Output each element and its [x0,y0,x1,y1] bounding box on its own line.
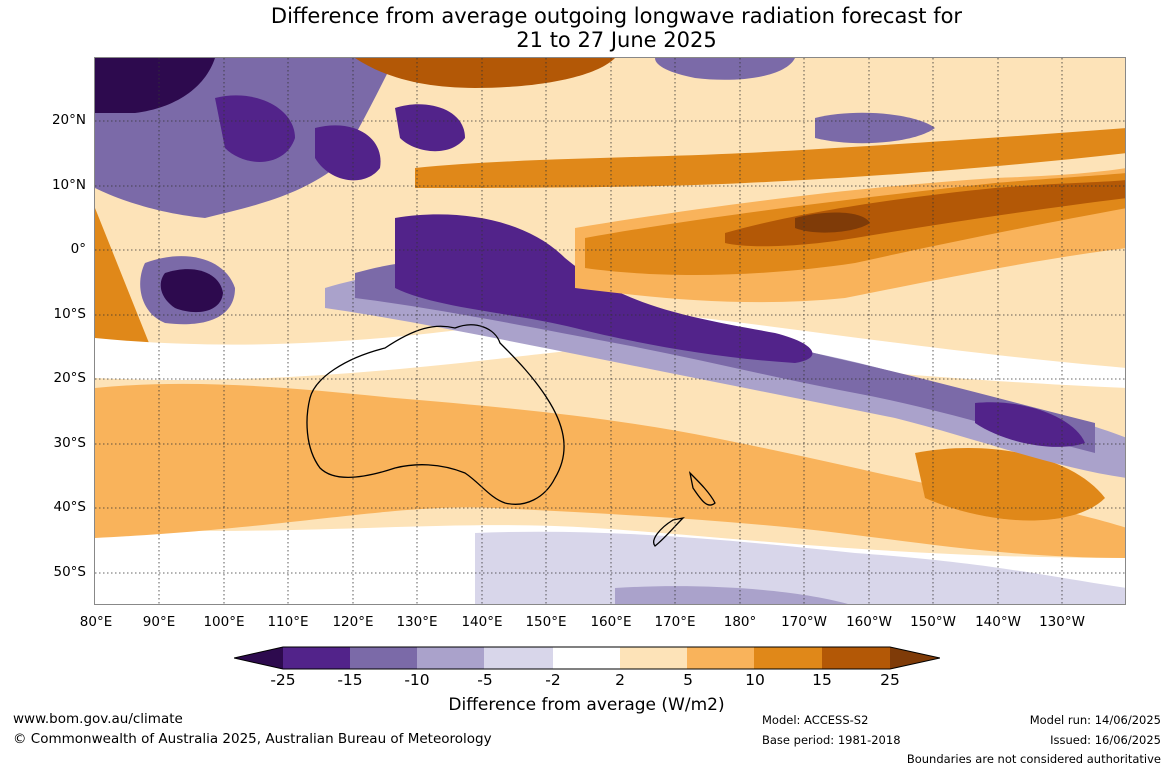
lon-label: 100°E [203,614,245,630]
colorbar-tick: -5 [477,671,493,689]
colorbar-tick: -25 [270,671,296,689]
lon-label: 120°E [332,614,374,630]
lon-label: 170°W [781,614,827,630]
southern-lavender-band [475,531,1125,604]
orange-southeast-patch [915,448,1105,521]
colorbar-segment [687,647,754,669]
colorbar-segment [620,647,687,669]
lat-label: 30°S [53,435,87,451]
website-text: www.bom.gov.au/climate [13,711,183,727]
colorbar-label: Difference from average (W/m2) [448,695,725,715]
colorbar-segment [350,647,417,669]
colorbar-segment [484,647,553,669]
lat-label: 20°S [53,370,87,386]
lat-label: 10°N [51,177,86,193]
lat-label: 10°S [53,306,87,322]
north-purple-top [655,58,795,80]
colorbar [234,646,940,670]
issued-text: Issued: 16/06/2025 [1050,733,1161,747]
hawaii-purple-patch [815,112,935,144]
north-orange-top [355,58,615,88]
lon-label: 150°W [910,614,956,630]
model-run-text: Model run: 14/06/2025 [1029,713,1161,727]
title-line-2: 21 to 27 June 2025 [516,28,717,52]
new-zealand-coastline [653,471,716,547]
colorbar-segment [283,647,350,669]
west-pacific-purple [395,104,465,152]
colorbar-outline [234,646,940,670]
colorbar-tick: 15 [812,671,832,689]
base-period-text: Base period: 1981-2018 [762,733,901,747]
lon-label: 170°E [654,614,696,630]
orange-southern-band [95,383,1125,558]
lon-label: 160°E [590,614,632,630]
colorbar-segment [890,647,940,669]
lon-label: 130°W [1039,614,1085,630]
lon-label: 90°E [142,614,176,630]
lat-label: 0° [70,241,86,257]
lat-label: 20°N [51,112,86,128]
colorbar-segment [553,647,620,669]
colorbar-segment [417,647,484,669]
colorbar-tick: 5 [683,671,693,689]
lon-label: 160°W [846,614,892,630]
graticule [95,58,1125,604]
lat-label: 50°S [53,564,87,580]
copyright-text: © Commonwealth of Australia 2025, Austra… [13,731,492,747]
map-canvas [95,58,1125,604]
lat-label: 40°S [53,499,87,515]
north-india-purple-core [95,58,215,113]
colorbar-tick: 10 [745,671,765,689]
colorbar-tick: 2 [615,671,625,689]
lon-label: 140°E [461,614,503,630]
southern-purple-patch [615,586,848,604]
lon-label: 180° [723,614,757,630]
colorbar-segment [754,647,822,669]
olr-anomaly-map [94,57,1126,605]
disclaimer-text: Boundaries are not considered authoritat… [906,752,1161,766]
north-pacific-orange [415,128,1125,188]
australia-coastline [306,324,565,505]
indian-ocean-purple-core [160,269,223,313]
map-title: Difference from average outgoing longwav… [0,4,1173,52]
lon-label: 150°E [525,614,567,630]
indochina-purple [215,95,295,162]
colorbar-tick: -15 [337,671,363,689]
lon-label: 110°E [267,614,309,630]
colorbar-tick: -2 [545,671,561,689]
indian-ocean-orange [95,208,155,358]
subtropical-purple-patch [975,402,1085,447]
colorbar-tick: 25 [880,671,900,689]
model-text: Model: ACCESS-S2 [762,713,869,727]
colorbar-tick: -10 [404,671,430,689]
lon-label: 140°W [975,614,1021,630]
lon-label: 130°E [396,614,438,630]
equatorial-dark-brown [795,212,870,233]
title-line-1: Difference from average outgoing longwav… [270,4,963,28]
colorbar-segment [234,647,283,669]
philippines-purple [315,125,381,181]
colorbar-segment [822,647,890,669]
lon-label: 80°E [79,614,113,630]
